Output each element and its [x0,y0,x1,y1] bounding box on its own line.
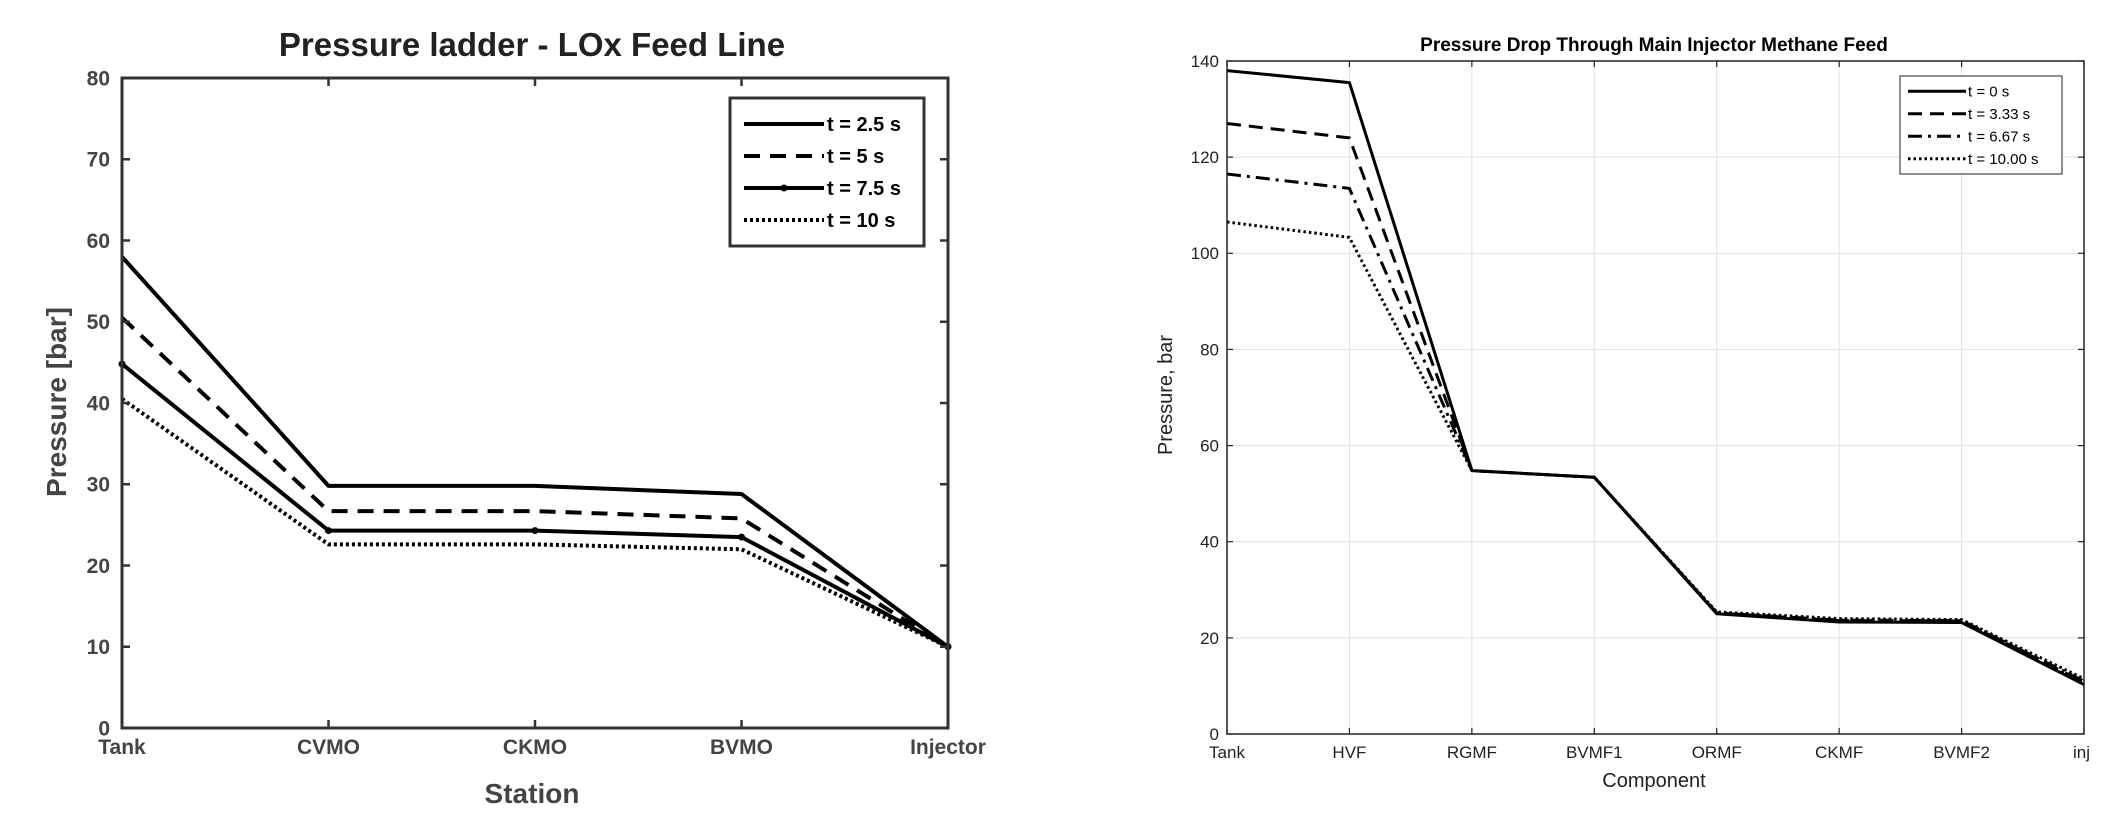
series-line-2 [120,316,950,649]
plot-area-border [1226,60,2085,735]
lox-pressure-chart: Pressure ladder - LOx Feed Line Station … [41,26,986,809]
series-line-4 [120,397,949,649]
y-tick-label: 60 [1200,437,1219,456]
x-tick-label: Tank [98,736,146,759]
y-tick-label: 50 [87,311,110,334]
x-tick-label: inj [2073,743,2090,762]
y-tick-label: 80 [87,67,110,90]
legend-entry-label: t = 10.00 s [1968,151,2038,168]
y-tick-label: 40 [1200,533,1219,552]
legend-entry-label: t = 2.5 s [827,114,901,136]
legend-entry-label: t = 0 s [1968,84,2009,101]
y-tick-label: 140 [1191,52,1219,71]
chart-title: Pressure Drop Through Main Injector Meth… [1420,35,1888,56]
y-axis-label: Pressure, bar [1155,335,1177,455]
series-line-2 [1226,122,2085,684]
x-tick-label: BVMF2 [1933,743,1990,762]
series-line-4 [1226,220,2085,681]
y-tick-label: 0 [98,717,110,740]
x-tick-label: CVMO [297,736,360,759]
legend: t = 0 s t = 3.33 s t = 6.67 s t = 10.00 s [1899,75,2063,175]
y-tick-label: 70 [87,149,110,172]
y-tick-label: 60 [87,230,110,253]
x-tick-label: Injector [910,736,986,759]
x-tick-label: BVMF1 [1566,743,1623,762]
series-point [531,527,539,535]
x-tick-label: HVF [1332,743,1366,762]
legend-entry-label: t = 6.67 s [1968,129,2030,146]
x-axis-label: Component [1602,770,1706,792]
y-tick-label: 20 [1200,629,1219,648]
methane-chart-panel: Pressure Drop Through Main Injector Meth… [1110,0,2102,816]
legend-swatch-marker [780,184,788,192]
legend: t = 2.5 s t = 5 s t = 7.5 s t = 10 s [728,96,926,248]
y-axis-label: Pressure [bar] [41,307,72,497]
x-tick-label: CKMF [1815,743,1863,762]
y-tick-label: 10 [87,636,110,659]
series-point [738,533,745,541]
series-line-3 [1226,172,2085,683]
chart-title: Pressure ladder - LOx Feed Line [279,26,785,63]
x-tick-label: RGMF [1447,743,1497,762]
x-tick-label: Tank [1209,743,1245,762]
series-line-3 [120,362,949,649]
y-tick-label: 30 [87,474,110,497]
y-tick-label: 100 [1191,244,1219,263]
legend-entry-label: t = 3.33 s [1968,106,2030,123]
x-tick-label: ORMF [1692,743,1742,762]
methane-pressure-chart: Pressure Drop Through Main Injector Meth… [1155,35,2090,792]
series-point [325,527,332,535]
y-tick-label: 80 [1200,340,1219,359]
y-tick-label: 40 [87,392,110,415]
x-tick-label: BVMO [710,736,773,759]
x-axis-label: Station [485,778,580,809]
y-tick-label: 20 [87,555,110,578]
series-line-1 [120,255,950,649]
legend-entry-label: t = 5 s [827,146,884,168]
lox-chart-panel: Pressure ladder - LOx Feed Line Station … [0,0,1020,816]
y-tick-label: 120 [1191,148,1219,167]
x-tick-label: CKMO [503,736,567,759]
legend-entry-label: t = 7.5 s [827,178,901,200]
legend-entry-label: t = 10 s [827,210,895,232]
y-tick-label: 0 [1210,725,1219,744]
